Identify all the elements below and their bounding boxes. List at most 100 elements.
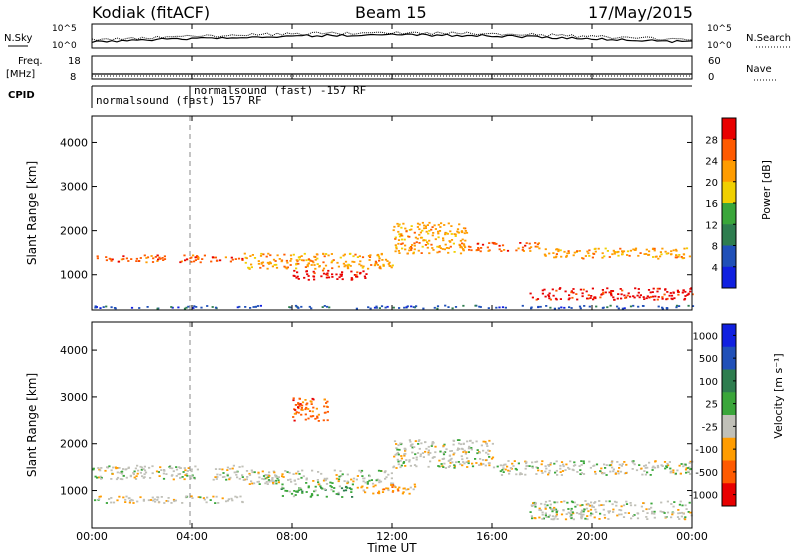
velocity-colorbar-tick-label: 500	[699, 354, 718, 365]
velocity-scatter-cell	[257, 480, 260, 483]
power-scatter-cell	[400, 243, 403, 245]
power-scatter-cell	[683, 247, 686, 250]
velocity-scatter-cell	[100, 476, 103, 479]
velocity-band	[280, 485, 354, 498]
velocity-scatter-cell	[297, 489, 300, 492]
velocity-scatter-cell	[587, 510, 590, 513]
velocity-scatter-cell	[460, 455, 463, 458]
velocity-scatter-cell	[142, 468, 145, 470]
power-scatter-cell	[303, 252, 306, 255]
power-scatter-cell	[576, 298, 579, 301]
velocity-scatter-cell	[323, 488, 326, 491]
velocity-scatter-cell	[678, 518, 681, 520]
velocity-scatter-cell	[632, 460, 635, 462]
velocity-scatter-cell	[670, 470, 673, 473]
velocity-scatter-cell	[217, 502, 220, 504]
power-scatter-cell	[447, 251, 450, 254]
velocity-scatter-cell	[292, 495, 296, 498]
velocity-scatter-cell	[229, 467, 232, 470]
velocity-scatter-cell	[149, 477, 152, 479]
velocity-scatter-cell	[149, 499, 153, 501]
velocity-scatter-cell	[142, 477, 145, 479]
power-scatter-cell	[335, 273, 338, 276]
power-scatter-cell	[288, 306, 291, 308]
power-scatter-cell	[682, 257, 686, 259]
power-scatter-cell	[566, 252, 569, 255]
power-scatter-cell	[447, 247, 450, 250]
velocity-scatter-cell	[591, 505, 594, 508]
velocity-scatter-cell	[678, 464, 681, 467]
velocity-scatter-cell	[325, 402, 328, 404]
velocity-scatter-cell	[380, 470, 383, 472]
power-scatter-cell	[658, 287, 661, 290]
power-scatter-cell	[331, 273, 334, 276]
power-scatter-cell	[463, 232, 466, 235]
velocity-scatter-cell	[419, 455, 422, 458]
velocity-scatter-cell	[167, 500, 170, 503]
velocity-scatter-cell	[92, 468, 95, 471]
velocity-scatter-cell	[286, 490, 289, 492]
velocity-scatter-cell	[565, 513, 568, 515]
velocity-scatter-cell	[496, 465, 499, 468]
velocity-scatter-cell	[488, 439, 491, 442]
power-scatter-cell	[462, 243, 466, 246]
velocity-scatter-cell	[507, 460, 510, 462]
velocity-scatter-cell	[467, 460, 470, 462]
velocity-scatter-cell	[190, 477, 193, 480]
velocity-scatter-cell	[390, 484, 393, 487]
power-scatter-cell	[498, 248, 501, 251]
power-scatter-cell	[616, 305, 619, 308]
power-scatter-cell	[519, 242, 522, 244]
power-scatter-cell	[603, 255, 606, 258]
velocity-scatter-cell	[636, 517, 640, 520]
power-scatter-cell	[187, 305, 190, 308]
power-scatter-cell	[534, 245, 537, 248]
velocity-scatter-cell	[607, 518, 610, 520]
velocity-scatter-cell	[370, 479, 373, 481]
velocity-scatter-cell	[212, 495, 215, 498]
power-scatter-cell	[476, 249, 479, 251]
velocity-scatter-cell	[590, 501, 593, 504]
power-scatter-cell	[606, 287, 609, 290]
velocity-scatter-cell	[297, 406, 300, 408]
velocity-scatter-cell	[413, 483, 416, 486]
power-scatter-cell	[260, 261, 263, 264]
velocity-scatter-cell	[199, 496, 202, 499]
power-scatter-cell	[438, 245, 441, 247]
velocity-scatter-cell	[499, 464, 502, 467]
power-scatter-cell	[582, 257, 585, 260]
power-scatter-cell	[677, 291, 680, 293]
power-scatter-cell	[416, 226, 419, 228]
velocity-scatter-cell	[322, 479, 326, 482]
power-scatter-cell	[373, 306, 377, 309]
velocity-scatter-cell	[479, 462, 483, 465]
velocity-scatter-cell	[542, 517, 545, 520]
power-scatter-cell	[689, 290, 692, 293]
power-scatter-cell	[320, 275, 323, 278]
power-scatter-cell	[567, 250, 570, 252]
velocity-scatter-cell	[305, 477, 308, 480]
power-scatter-cell	[138, 307, 141, 309]
velocity-scatter-cell	[110, 478, 113, 480]
power-scatter-cell	[315, 253, 318, 256]
power-scatter-cell	[670, 297, 673, 300]
power-scatter-cell	[236, 306, 239, 309]
velocity-scatter-cell	[672, 511, 675, 514]
velocity-panel-frame	[91, 321, 693, 529]
velocity-scatter-cell	[316, 415, 319, 418]
velocity-scatter-cell	[553, 517, 556, 520]
power-scatter-cell	[441, 248, 444, 250]
velocity-scatter-cell	[98, 495, 101, 498]
velocity-scatter-cell	[530, 515, 533, 518]
power-scatter-cell	[552, 294, 555, 297]
power-scatter-cell	[431, 226, 434, 228]
power-scatter-cell	[627, 292, 630, 295]
power-scatter-cell	[534, 242, 537, 244]
velocity-scatter-cell	[669, 471, 672, 474]
velocity-scatter-cell	[648, 461, 651, 464]
velocity-scatter-cell	[624, 512, 627, 514]
power-scatter-cell	[600, 293, 603, 296]
velocity-scatter-cell	[226, 499, 230, 502]
velocity-scatter-cell	[553, 501, 556, 504]
power-scatter-cell	[184, 259, 187, 262]
